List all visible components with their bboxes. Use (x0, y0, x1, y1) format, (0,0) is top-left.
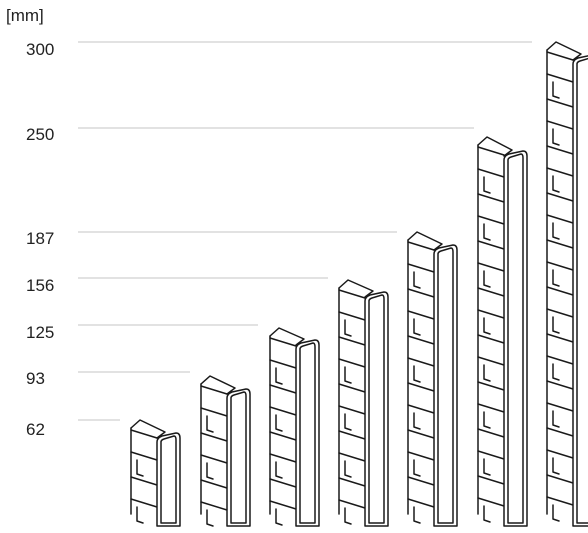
level-250: 250 (26, 125, 474, 144)
level-187: 187 (26, 229, 397, 248)
level-label: 250 (26, 125, 54, 144)
divider-62mm (130, 419, 181, 527)
divider-93mm (200, 375, 251, 527)
level-93: 93 (26, 369, 190, 388)
level-300: 300 (26, 40, 532, 59)
level-156: 156 (26, 276, 328, 295)
level-125: 125 (26, 323, 258, 342)
level-label: 125 (26, 323, 54, 342)
level-label: 300 (26, 40, 54, 59)
level-label: 156 (26, 276, 54, 295)
dividers (130, 41, 588, 527)
divider-156mm (338, 279, 389, 527)
divider-250mm (477, 136, 528, 527)
height-scale: 300 250 187 156 125 93 62 (26, 40, 532, 439)
divider-125mm (269, 327, 320, 527)
unit-label: [mm] (6, 6, 44, 25)
level-label: 93 (26, 369, 45, 388)
divider-300mm (546, 41, 588, 527)
divider-187mm (407, 231, 458, 527)
level-62: 62 (26, 419, 120, 439)
level-label: 187 (26, 229, 54, 248)
level-label: 62 (26, 420, 45, 439)
